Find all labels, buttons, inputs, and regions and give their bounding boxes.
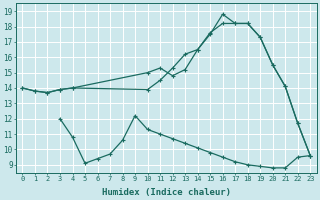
X-axis label: Humidex (Indice chaleur): Humidex (Indice chaleur) [102,188,231,197]
